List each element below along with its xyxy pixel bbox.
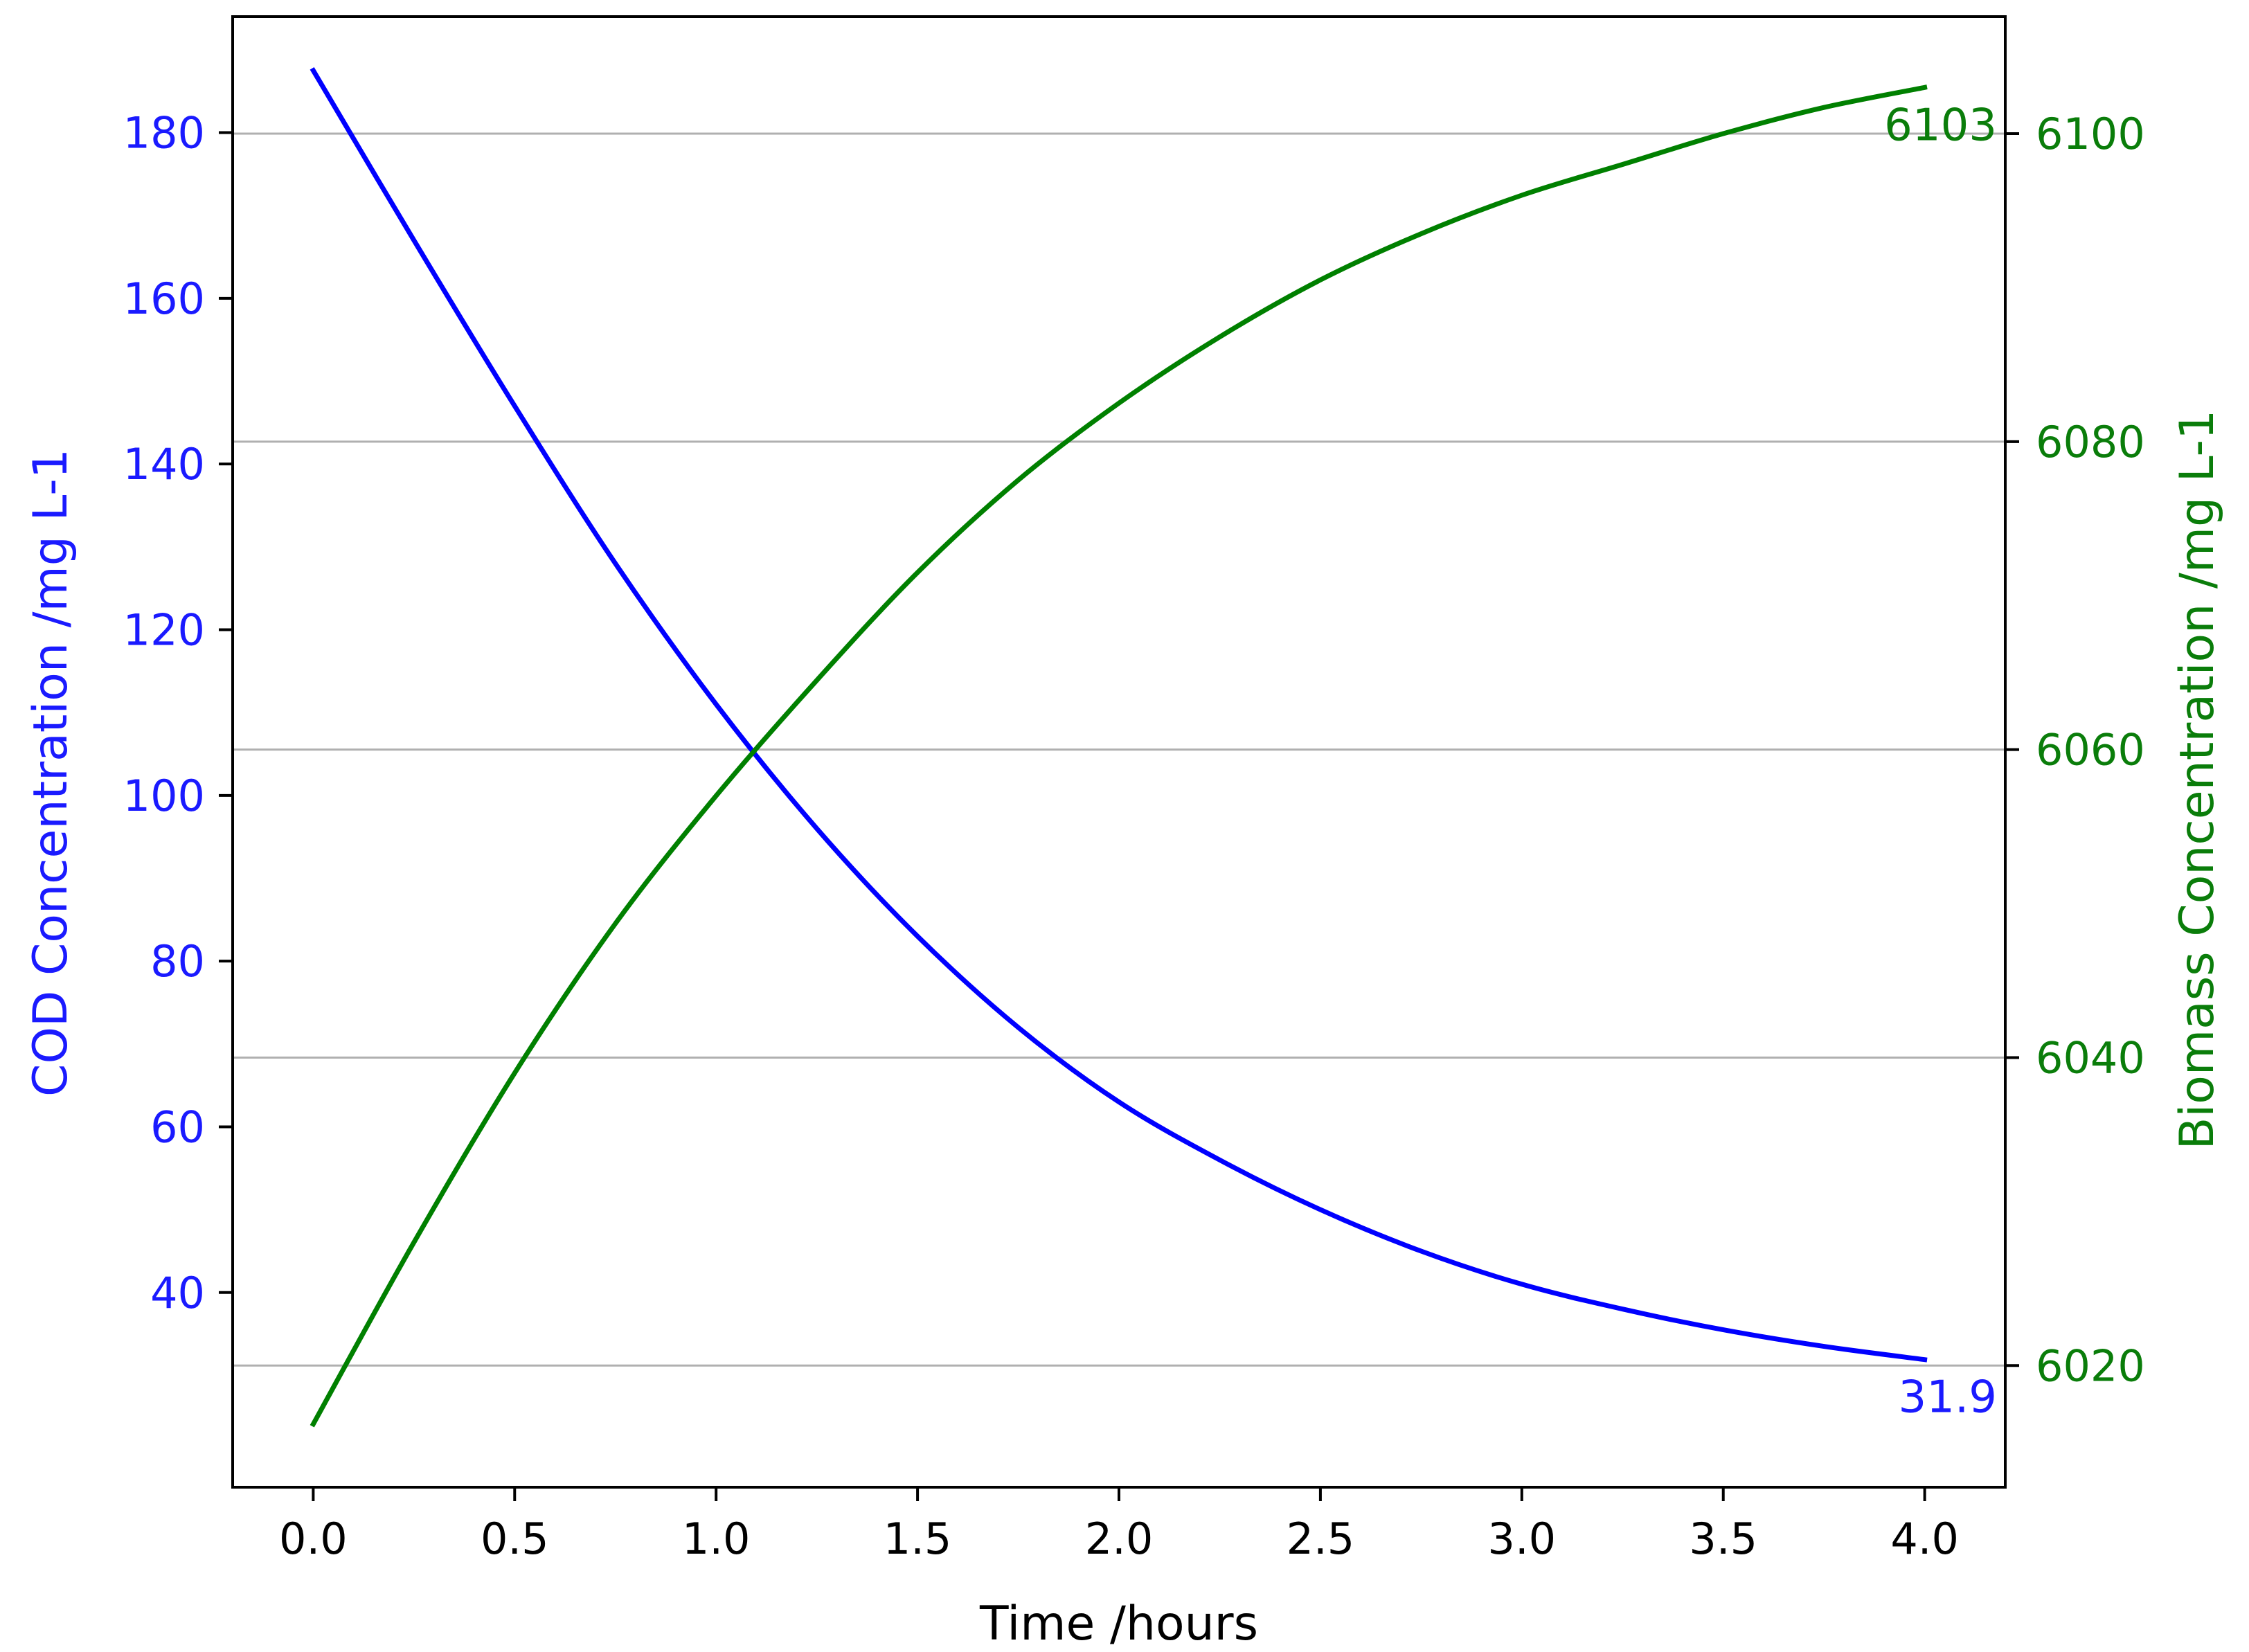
left-y-tick-label-6: 160 bbox=[123, 273, 205, 324]
left-y-axis-label: COD Concentration /mg L-1 bbox=[24, 449, 78, 1097]
x-tick-label-6: 3.0 bbox=[1488, 1514, 1557, 1564]
x-tick-label-0: 0.0 bbox=[279, 1514, 348, 1564]
grid-lines bbox=[233, 132, 2005, 1367]
biomass-series-line bbox=[310, 84, 1928, 1428]
left-y-tick-label-0: 40 bbox=[150, 1268, 205, 1318]
left-y-tick-label-3: 100 bbox=[123, 771, 205, 821]
x-axis-label: Time /hours bbox=[979, 1597, 1258, 1651]
x-tick-label-1: 0.5 bbox=[481, 1514, 549, 1564]
x-tick-label-2: 1.0 bbox=[682, 1514, 751, 1564]
right-y-tick-label-1: 6040 bbox=[2036, 1032, 2145, 1083]
left-y-axis: 40 60 80 100 120 140 160 180 bbox=[123, 108, 233, 1318]
end-value-label-0: 31.9 bbox=[1899, 1372, 1998, 1424]
left-y-tick-label-4: 120 bbox=[123, 604, 205, 655]
x-tick-label-8: 4.0 bbox=[1890, 1514, 1959, 1564]
left-y-tick-label-2: 80 bbox=[150, 936, 205, 987]
left-y-tick-label-7: 180 bbox=[123, 108, 205, 159]
cod-series-line bbox=[310, 67, 1928, 1363]
right-y-tick-label-0: 6020 bbox=[2036, 1340, 2145, 1391]
right-y-axis-label: Biomass Concentration /mg L-1 bbox=[2170, 410, 2225, 1150]
right-y-axis: 6020 6040 6060 6080 6100 bbox=[2005, 109, 2145, 1391]
x-tick-label-7: 3.5 bbox=[1689, 1514, 1757, 1564]
right-y-tick-label-3: 6080 bbox=[2036, 417, 2145, 467]
end-value-label-1: 6103 bbox=[1884, 100, 1997, 151]
left-y-tick-label-1: 60 bbox=[150, 1102, 205, 1152]
x-tick-label-5: 2.5 bbox=[1287, 1514, 1355, 1564]
x-tick-label-4: 2.0 bbox=[1085, 1514, 1154, 1564]
plot-frame bbox=[231, 15, 2007, 1489]
left-y-tick-label-5: 140 bbox=[123, 439, 205, 490]
x-axis: 0.0 0.5 1.0 1.5 2.0 2.5 3.0 3.5 4.0 bbox=[279, 1487, 1959, 1564]
x-tick-label-3: 1.5 bbox=[884, 1514, 952, 1564]
right-y-tick-label-2: 6060 bbox=[2036, 725, 2145, 775]
right-y-tick-label-4: 6100 bbox=[2036, 109, 2145, 159]
series-lines bbox=[310, 67, 1928, 1428]
end-annotations: 31.9 6103 bbox=[1884, 100, 1997, 1423]
